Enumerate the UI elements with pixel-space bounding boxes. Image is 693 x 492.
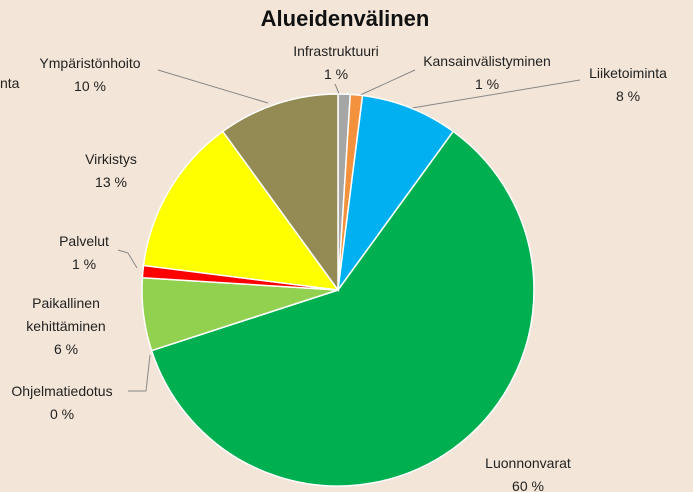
leader-lines bbox=[117, 69, 581, 392]
leader-line bbox=[411, 79, 581, 109]
value-label: 1 % bbox=[474, 76, 500, 92]
value-label: 0 % bbox=[49, 406, 75, 422]
value-label: 6 % bbox=[53, 341, 79, 357]
value-label: 10 % bbox=[74, 78, 106, 94]
category-label: Ympäristönhoito bbox=[39, 55, 141, 71]
data-label: Palvelut 1 % bbox=[39, 230, 129, 276]
data-label: Ohjelmatiedotus 0 % bbox=[0, 380, 132, 426]
data-label: Paikallinen kehittäminen 6 % bbox=[11, 292, 121, 361]
data-label: Luonnonvarat 60 % bbox=[463, 452, 593, 492]
category-label: Kansainvälistyminen bbox=[423, 53, 551, 69]
leader-line bbox=[128, 354, 151, 392]
value-label: 60 % bbox=[512, 478, 544, 492]
category-label: Luonnonvarat bbox=[485, 455, 571, 471]
category-label: Infrastruktuuri bbox=[293, 43, 379, 59]
data-label: Ympäristönhoito 10 % bbox=[20, 52, 160, 98]
data-label: Infrastruktuuri 1 % bbox=[271, 40, 401, 86]
category-label: Ohjelmatiedotus bbox=[11, 383, 113, 399]
value-label: 1 % bbox=[323, 66, 349, 82]
leader-line bbox=[357, 69, 416, 97]
annotation: nta bbox=[0, 75, 20, 91]
data-label: Virkistys 13 % bbox=[66, 148, 156, 194]
category-label: Palvelut bbox=[59, 233, 109, 249]
category-label: Virkistys bbox=[85, 151, 137, 167]
pie-slice bbox=[221, 93, 339, 293]
pie-slice bbox=[142, 130, 340, 291]
category-label: Liiketoiminta bbox=[589, 65, 667, 81]
value-label: 13 % bbox=[95, 174, 127, 190]
pie-slice bbox=[337, 94, 455, 291]
category-label: Paikallinen kehittäminen bbox=[26, 295, 106, 334]
chart-title: Alueidenvälinen bbox=[260, 6, 430, 31]
value-label: 8 % bbox=[615, 88, 641, 104]
leader-line bbox=[117, 249, 138, 269]
data-label: Liiketoiminta 8 % bbox=[568, 62, 688, 108]
pie-slice bbox=[150, 130, 535, 487]
leader-line bbox=[157, 69, 269, 104]
value-label: 1 % bbox=[71, 256, 97, 272]
data-label: Kansainvälistyminen 1 % bbox=[402, 50, 572, 96]
